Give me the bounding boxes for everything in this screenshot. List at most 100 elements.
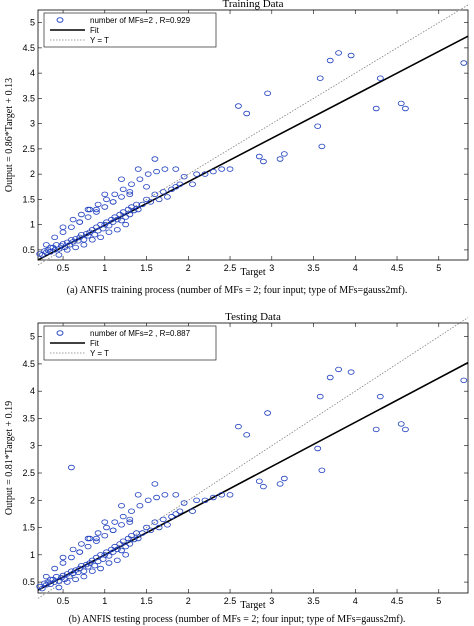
data-point: [226, 166, 234, 172]
data-point: [42, 573, 50, 580]
data-point: [118, 217, 125, 224]
data-point: [401, 426, 409, 433]
data-point: [314, 445, 322, 452]
y-tick-label: 2: [30, 169, 35, 179]
data-point: [372, 105, 380, 112]
data-point: [243, 432, 251, 438]
x-tick-label: 1.5: [140, 263, 153, 273]
data-point: [264, 410, 272, 416]
testing-chart: Testing Data 0.5 1 1.5 2 2.5 3 3.5 4 4.5 5 0.5 1 1.…: [4, 311, 469, 625]
data-point: [335, 50, 343, 56]
data-point: [151, 156, 159, 162]
data-point: [93, 209, 100, 215]
training-legend: number of MFs=2 , R=0.929 Fit Y = T: [43, 12, 217, 48]
data-point: [138, 530, 146, 536]
data-point: [134, 535, 142, 542]
data-point: [259, 483, 267, 490]
training-title: Training Data: [222, 0, 283, 10]
data-point: [101, 552, 109, 558]
y-tick-label: 1.5: [22, 523, 35, 533]
data-point: [130, 207, 138, 214]
data-point: [78, 541, 85, 547]
testing-legend-marker-points: [56, 330, 64, 336]
data-point: [59, 241, 67, 247]
data-point: [209, 494, 217, 501]
y-tick-label: 3.5: [22, 93, 35, 103]
data-point: [161, 166, 169, 172]
data-point: [111, 191, 119, 197]
data-point: [172, 492, 180, 498]
data-point: [201, 497, 209, 503]
data-point: [122, 552, 130, 558]
x-tick-label: 2.5: [224, 263, 237, 273]
data-point: [460, 377, 468, 383]
training-chart: Training Data 0.5 1 1.5 2 2.5 3 3.5 4 4.5 5 0.5 1 1…: [4, 0, 469, 296]
data-point: [66, 242, 74, 248]
data-point: [126, 516, 134, 523]
data-point: [97, 234, 104, 240]
data-point: [163, 194, 171, 200]
y-tick-label: 3: [30, 441, 35, 451]
data-point: [153, 494, 161, 501]
data-point: [151, 481, 159, 487]
y-tick-label: 2: [30, 495, 35, 505]
data-point: [119, 513, 127, 520]
x-tick-label: 4.5: [391, 596, 404, 606]
data-point: [172, 511, 180, 517]
data-point: [126, 189, 134, 195]
data-point: [151, 191, 159, 197]
data-point: [59, 560, 67, 566]
data-point: [316, 75, 324, 81]
x-tick-label: 3: [269, 263, 274, 273]
data-point: [189, 181, 196, 187]
testing-title: Testing Data: [225, 311, 281, 323]
data-point: [122, 543, 130, 550]
testing-y-ticks: 0.5 1 1.5 2 2.5 3 3.5 4 4.5 5: [22, 332, 468, 587]
data-point: [68, 464, 75, 471]
training-legend-label-identity: Y = T: [90, 36, 109, 45]
training-legend-marker-points: [56, 17, 64, 23]
y-tick-label: 4: [30, 68, 35, 78]
data-point: [126, 541, 134, 547]
data-point: [318, 467, 326, 473]
x-tick-label: 1: [102, 596, 107, 606]
y-tick-label: 5: [30, 332, 35, 342]
data-point: [105, 229, 113, 235]
testing-legend-label-identity: Y = T: [90, 349, 109, 358]
data-point: [55, 584, 63, 591]
data-point: [42, 582, 50, 588]
data-point: [86, 560, 94, 566]
data-point: [372, 426, 380, 433]
data-point: [136, 176, 144, 182]
data-point: [94, 530, 102, 536]
data-point: [59, 224, 67, 230]
data-point: [155, 196, 163, 203]
training-legend-label-fit: Fit: [90, 26, 100, 35]
data-point: [53, 573, 60, 580]
data-point: [103, 524, 110, 531]
testing-caption: (b) ANFIS testing process (number of MFs…: [69, 614, 406, 625]
data-point: [264, 90, 272, 96]
data-point: [119, 186, 127, 192]
testing-y-axis-label: Output = 0.81*Target + 0.19: [4, 401, 15, 515]
data-point: [143, 524, 150, 531]
y-tick-label: 1: [30, 550, 35, 560]
data-point: [113, 546, 121, 553]
data-point: [88, 237, 96, 243]
data-point: [61, 576, 69, 583]
data-point: [80, 568, 88, 574]
y-tick-label: 4: [30, 386, 35, 396]
data-point: [113, 216, 121, 223]
data-point: [153, 168, 161, 175]
training-legend-label-points: number of MFs=2 , R=0.929: [90, 16, 191, 25]
data-point: [126, 211, 134, 218]
data-point: [118, 194, 125, 200]
y-tick-label: 1: [30, 220, 35, 230]
data-point: [101, 204, 109, 210]
y-tick-label: 1.5: [22, 194, 35, 204]
training-y-axis-label: Output = 0.86*Target + 0.13: [4, 78, 15, 192]
data-point: [78, 211, 85, 218]
data-point: [397, 100, 405, 107]
x-tick-label: 5: [436, 263, 441, 273]
